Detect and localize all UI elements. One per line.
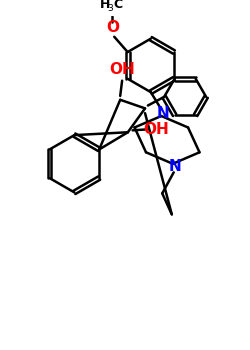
Text: OH: OH [109, 62, 135, 77]
Text: N: N [168, 159, 181, 174]
Text: OH: OH [144, 122, 169, 137]
Text: H: H [100, 0, 110, 11]
Text: C: C [114, 0, 123, 11]
Text: O: O [106, 20, 119, 35]
Text: N: N [157, 106, 170, 121]
Text: 3: 3 [108, 4, 113, 13]
